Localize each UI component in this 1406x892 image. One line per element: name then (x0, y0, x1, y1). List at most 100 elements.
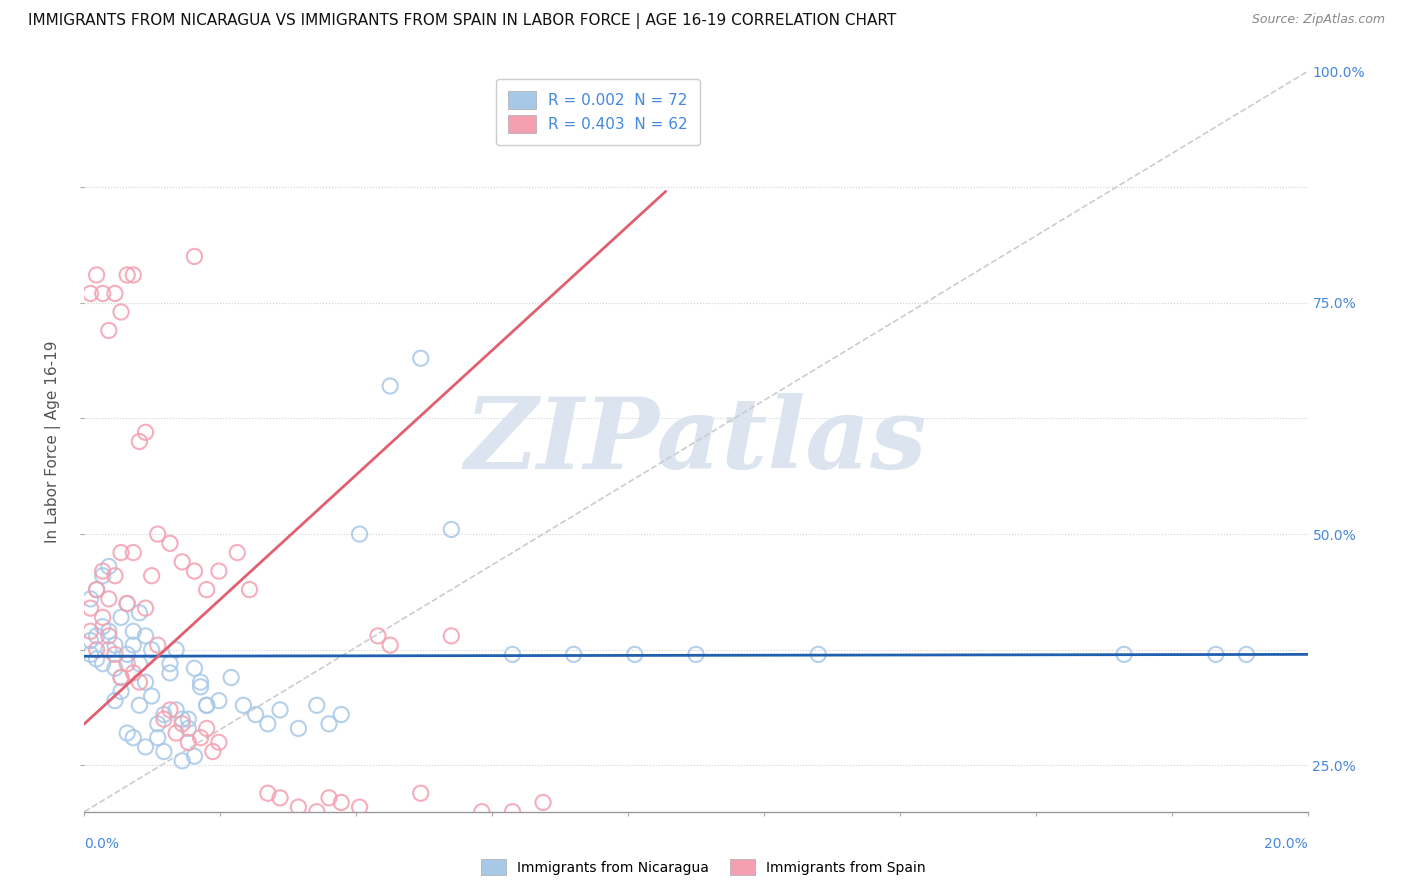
Point (128, 606, 150, 620)
Point (104, 694, 127, 708)
Point (86, 642, 108, 657)
Point (190, 675, 212, 690)
Point (165, 642, 187, 657)
Point (471, 805, 494, 819)
Point (502, 648, 524, 662)
Point (141, 689, 163, 703)
Point (287, 722, 309, 736)
Text: ZIPatlas: ZIPatlas (465, 393, 927, 490)
Point (159, 703, 181, 717)
Point (86, 629, 108, 643)
Point (1205, 648, 1227, 662)
Point (172, 712, 194, 726)
Point (122, 624, 145, 639)
Point (86, 652, 108, 666)
Point (159, 657, 181, 671)
Point (305, 805, 328, 819)
Point (110, 610, 132, 624)
Point (440, 523, 463, 537)
Point (91, 568, 114, 582)
Point (128, 657, 150, 671)
Text: Source: ZipAtlas.com: Source: ZipAtlas.com (1251, 13, 1385, 27)
Point (128, 675, 150, 690)
Point (330, 796, 353, 810)
Point (165, 703, 187, 717)
Point (172, 754, 194, 768)
Point (440, 629, 463, 643)
Point (97, 559, 120, 574)
Point (104, 648, 127, 662)
Point (146, 731, 169, 745)
Point (807, 648, 830, 662)
Point (208, 564, 231, 578)
Point (115, 597, 138, 611)
Point (141, 642, 163, 657)
Point (183, 661, 205, 675)
Point (195, 722, 218, 736)
Point (135, 629, 157, 643)
Legend: Immigrants from Nicaragua, Immigrants from Spain: Immigrants from Nicaragua, Immigrants fr… (475, 854, 931, 880)
Point (269, 790, 291, 805)
Point (287, 800, 309, 814)
Point (177, 735, 200, 749)
Point (97, 324, 120, 338)
Point (79, 601, 101, 615)
Point (172, 716, 194, 731)
Point (86, 582, 108, 597)
Point (135, 425, 157, 440)
Point (159, 536, 181, 550)
Point (86, 582, 108, 597)
Point (110, 305, 132, 319)
Point (79, 591, 101, 606)
Point (201, 745, 224, 759)
Point (146, 638, 169, 652)
Point (245, 707, 267, 722)
Point (122, 546, 145, 560)
Point (232, 698, 254, 713)
Point (165, 726, 187, 740)
Y-axis label: In Labor Force | Age 16-19: In Labor Force | Age 16-19 (45, 340, 62, 543)
Point (86, 268, 108, 282)
Point (91, 564, 114, 578)
Point (183, 249, 205, 264)
Point (91, 286, 114, 301)
Point (122, 665, 145, 680)
Point (104, 286, 127, 301)
Point (330, 707, 353, 722)
Text: 20.0%: 20.0% (1264, 837, 1308, 851)
Point (91, 619, 114, 633)
Point (128, 434, 150, 449)
Point (135, 675, 157, 690)
Point (380, 379, 402, 393)
Point (110, 671, 132, 685)
Point (104, 638, 127, 652)
Point (190, 680, 212, 694)
Point (172, 555, 194, 569)
Point (238, 582, 260, 597)
Point (349, 527, 371, 541)
Point (409, 786, 432, 800)
Point (135, 601, 157, 615)
Point (122, 638, 145, 652)
Point (115, 726, 138, 740)
Point (190, 731, 212, 745)
Point (153, 712, 176, 726)
Point (115, 597, 138, 611)
Point (97, 642, 120, 657)
Point (183, 749, 205, 764)
Point (502, 805, 524, 819)
Point (91, 657, 114, 671)
Point (531, 796, 554, 810)
Point (269, 703, 291, 717)
Point (122, 268, 145, 282)
Point (115, 657, 138, 671)
Point (79, 648, 101, 662)
Point (97, 591, 120, 606)
Point (141, 568, 163, 582)
Point (208, 735, 231, 749)
Point (159, 665, 181, 680)
Point (110, 671, 132, 685)
Point (146, 716, 169, 731)
Point (685, 648, 707, 662)
Point (79, 624, 101, 639)
